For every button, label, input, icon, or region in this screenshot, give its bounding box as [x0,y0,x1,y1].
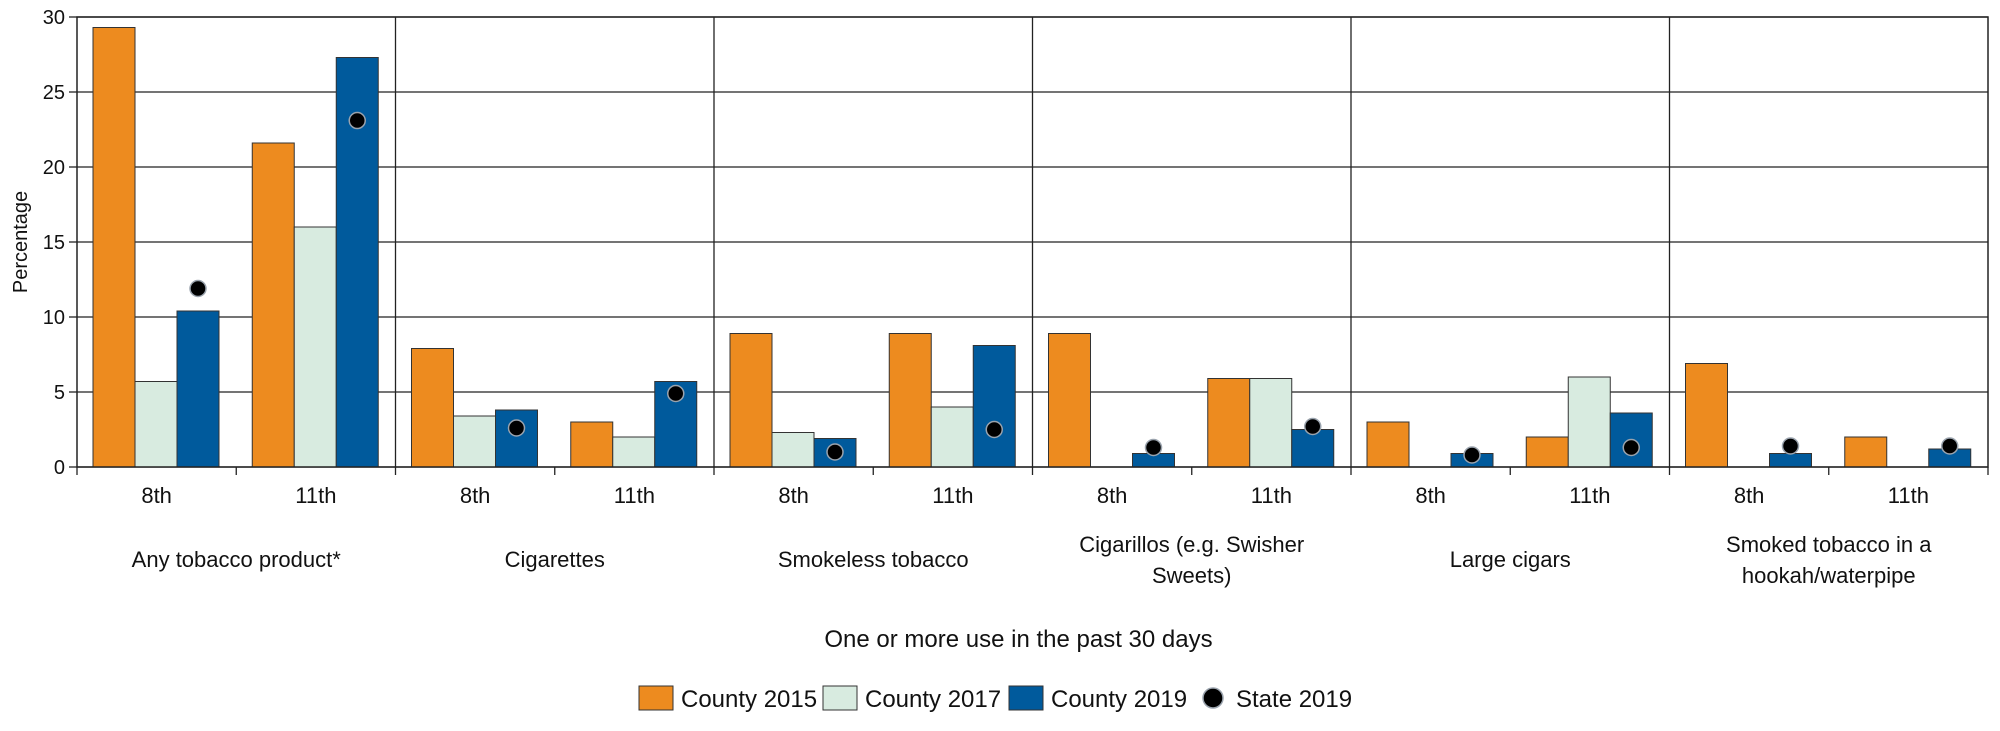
legend-marker [1202,687,1224,709]
y-tick-label: 5 [54,382,65,404]
point-state-2019 [189,279,207,298]
y-tick-label: 20 [43,157,65,179]
legend-label: County 2017 [865,686,1001,713]
bar-county-2015 [251,142,295,468]
bar-county-2019 [1769,453,1812,468]
y-tick-label: 25 [43,82,65,104]
category-label: Smoked tobacco in a [1726,532,1932,557]
bar-county-2017 [1249,378,1293,468]
axes [69,16,1989,475]
bar-county-2015 [570,421,614,468]
category-label: Large cigars [1450,547,1571,572]
bar-county-2019 [1291,429,1335,468]
point-state-2019 [1463,446,1481,464]
bar-county-2015 [1366,421,1410,468]
category-label: Cigarillos (e.g. Swisher [1079,532,1304,557]
legend: County 2015 County 2017 County 2019 State 2… [638,685,1352,713]
grade-label: 11th [295,483,336,508]
bar-county-2015 [411,348,454,468]
bar-county-2015 [92,27,136,468]
bar-county-2017 [453,415,496,468]
point-state-2019 [826,443,844,461]
bar-county-2015 [888,333,932,468]
point-state-2019 [1144,438,1163,457]
point-state-2019 [507,419,526,437]
grade-label: 11th [614,483,655,508]
point-state-2019 [985,420,1003,439]
legend-label: County 2019 [1051,686,1187,713]
category-label: Sweets) [1152,563,1231,588]
bar-county-2019 [495,409,538,468]
point-state-2019 [1622,438,1640,457]
point-state-2019 [348,111,366,130]
point-state-2019 [667,384,685,403]
bar-county-2015 [1844,436,1888,468]
x-axis-title: One or more use in the past 30 days [824,626,1212,653]
labels: 0 5 10 15 20 25 30 8th 11th Any tobacco product* 8… [10,7,1932,653]
y-tick-label: 15 [43,232,65,254]
point-state-2019 [1781,437,1800,455]
point-state-2019 [1304,417,1322,436]
y-tick-label: 0 [54,457,65,479]
category-label: Any tobacco product* [132,547,342,572]
bar-county-2015 [1525,436,1569,468]
legend-label: State 2019 [1236,686,1352,713]
grade-label: 11th [1251,483,1292,508]
legend-item-state-2019: State 2019 [1202,686,1352,713]
bar-county-2015 [729,333,773,468]
legend-swatch [1008,685,1044,711]
bar-county-2019 [972,345,1016,468]
grade-label: 8th [141,483,172,508]
bar-county-2015 [1048,333,1091,468]
grade-label: 8th [1734,483,1765,508]
legend-label: County 2015 [681,686,817,713]
legend-swatch [822,685,858,711]
bar-county-2015 [1207,378,1251,468]
bar-county-2017 [771,432,815,468]
category-label: Smokeless tobacco [778,547,969,572]
grade-label: 8th [460,483,491,508]
grade-label: 8th [778,483,809,508]
bar-county-2017 [134,381,178,468]
grade-label: 8th [1415,483,1446,508]
grade-label: 11th [1888,483,1929,508]
grade-label: 11th [932,483,973,508]
legend-swatch [638,685,674,711]
state-points [189,111,1959,464]
y-tick-label: 10 [43,307,65,329]
bar-county-2019 [176,310,220,468]
legend-item-county-2017: County 2017 [822,685,1001,713]
bar-county-2017 [930,406,974,468]
grade-label: 8th [1097,483,1128,508]
legend-item-county-2019: County 2019 [1008,685,1187,713]
bar-county-2017 [612,436,656,468]
category-label: hookah/waterpipe [1742,563,1916,588]
point-state-2019 [1941,437,1959,455]
bar-county-2017 [1567,376,1611,468]
bar-county-2015 [1685,363,1728,468]
y-tick-label: 30 [43,7,65,29]
y-axis-title: Percentage [10,191,32,293]
legend-item-county-2015: County 2015 [638,685,817,713]
bar-county-2017 [293,226,337,468]
grade-label: 11th [1569,483,1610,508]
category-label: Cigarettes [505,547,605,572]
